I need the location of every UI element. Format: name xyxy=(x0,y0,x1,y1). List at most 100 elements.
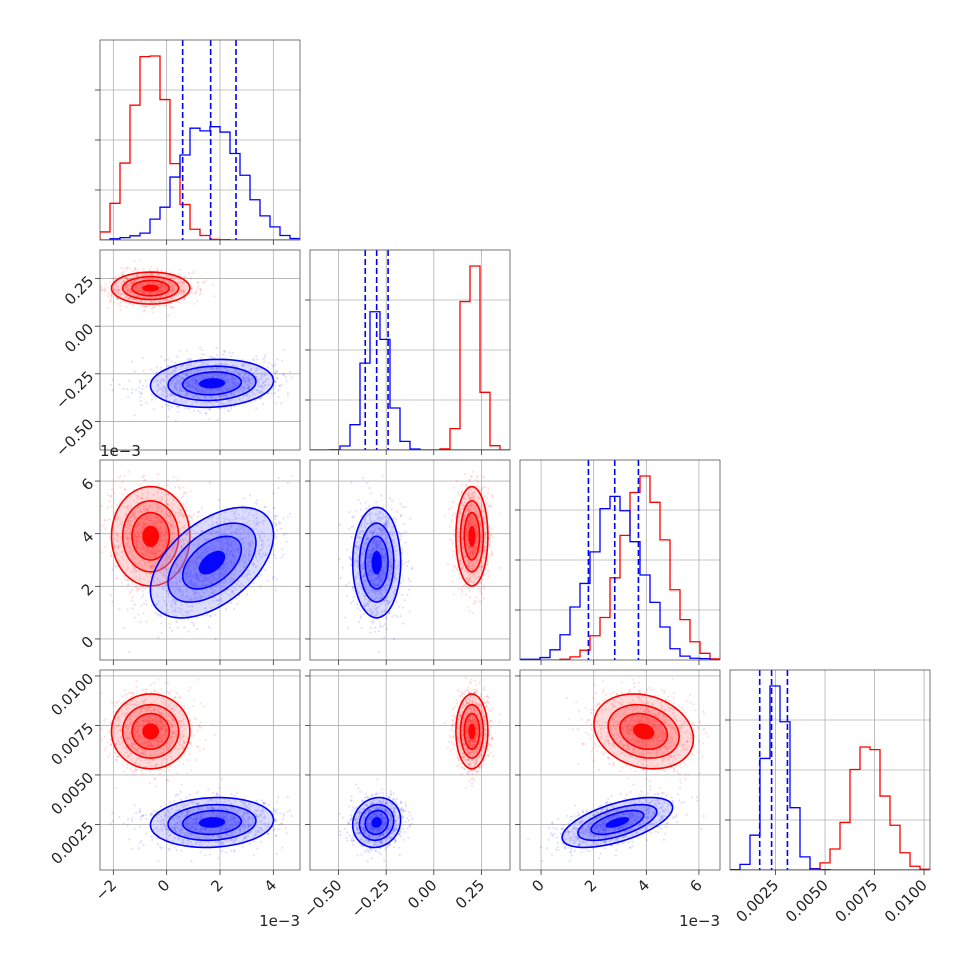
sample-point xyxy=(141,291,144,295)
sample-point xyxy=(182,280,186,283)
sample-point xyxy=(170,287,174,291)
sample-point xyxy=(126,388,129,391)
sample-point xyxy=(160,290,163,293)
sample-point xyxy=(134,298,137,301)
sample-point xyxy=(161,287,164,291)
sample-point xyxy=(119,301,122,305)
sample-point xyxy=(280,527,283,530)
sample-point xyxy=(116,577,119,580)
sample-point xyxy=(178,268,181,271)
sample-point xyxy=(250,367,253,370)
sample-point xyxy=(125,276,128,279)
sample-point xyxy=(126,277,129,280)
sample-point xyxy=(159,287,162,291)
sample-point xyxy=(113,284,116,287)
sample-point xyxy=(150,307,153,310)
sample-point xyxy=(214,637,217,641)
sample-point xyxy=(171,306,174,309)
sample-point xyxy=(149,292,152,295)
sample-point xyxy=(117,293,120,296)
sample-point xyxy=(148,291,151,294)
sample-point xyxy=(156,282,159,285)
sample-point xyxy=(139,587,142,590)
sample-point xyxy=(196,299,199,303)
sample-point xyxy=(182,282,186,285)
sample-point xyxy=(260,384,263,387)
sample-point xyxy=(155,292,158,295)
sample-point xyxy=(182,502,185,506)
sample-point xyxy=(150,299,153,303)
sample-point xyxy=(149,273,152,276)
sample-point xyxy=(134,289,137,292)
sample-point xyxy=(161,284,164,287)
sample-point xyxy=(125,285,128,289)
sample-point xyxy=(179,286,182,290)
sample-point xyxy=(173,284,176,287)
sample-point xyxy=(171,277,174,280)
histogram-series-0 xyxy=(100,55,300,240)
sample-point xyxy=(263,355,266,359)
sample-point xyxy=(113,289,116,292)
sample-point xyxy=(154,283,158,286)
sample-point xyxy=(182,288,185,292)
sample-point xyxy=(282,373,285,376)
sample-point xyxy=(146,281,149,284)
sample-point xyxy=(148,282,151,285)
sample-point xyxy=(197,285,200,288)
sample-point xyxy=(167,281,170,284)
sample-point xyxy=(161,288,164,292)
sample-point xyxy=(154,281,157,284)
sample-point xyxy=(152,282,155,285)
sample-point xyxy=(182,286,185,289)
sample-point xyxy=(154,296,157,299)
sample-point xyxy=(154,283,157,286)
sample-point xyxy=(149,272,152,275)
sample-point xyxy=(127,283,130,286)
sample-point xyxy=(157,272,160,275)
sample-point xyxy=(137,274,140,278)
sample-point xyxy=(161,405,164,408)
sample-point xyxy=(133,259,136,262)
sample-point xyxy=(140,282,144,286)
panel-1-1 xyxy=(305,249,511,455)
sample-point xyxy=(127,470,130,473)
sample-point xyxy=(145,282,148,285)
sample-point xyxy=(130,291,133,294)
y-tick-label: −0.50 xyxy=(52,415,97,460)
sample-point xyxy=(163,290,166,293)
sample-point xyxy=(275,402,278,405)
sample-point xyxy=(172,291,175,294)
sample-point xyxy=(156,282,159,286)
sample-point xyxy=(136,286,139,289)
sample-point xyxy=(130,282,134,286)
sample-point xyxy=(166,275,169,278)
sample-point xyxy=(190,288,193,291)
sample-point xyxy=(202,281,205,285)
sample-point xyxy=(124,288,127,291)
sample-point xyxy=(170,289,173,292)
sample-point xyxy=(115,282,118,285)
sample-point xyxy=(155,283,158,286)
sample-point xyxy=(158,285,161,288)
sample-point xyxy=(139,259,142,262)
sample-point xyxy=(155,277,159,281)
sample-point xyxy=(170,289,173,292)
sample-point xyxy=(188,271,191,275)
sample-point xyxy=(117,292,120,295)
sample-point xyxy=(136,270,139,273)
sample-point xyxy=(131,281,134,284)
sample-point xyxy=(128,296,132,300)
sample-point xyxy=(177,300,180,303)
sample-point xyxy=(129,276,133,280)
sample-point xyxy=(140,289,143,293)
sample-point xyxy=(148,292,151,295)
sample-point xyxy=(285,540,288,543)
sample-point xyxy=(133,284,137,288)
sample-point xyxy=(169,290,172,293)
sample-point xyxy=(162,283,165,287)
sample-point xyxy=(113,287,116,291)
sample-point xyxy=(158,300,161,303)
sample-point xyxy=(141,282,144,286)
sample-point xyxy=(140,285,143,288)
